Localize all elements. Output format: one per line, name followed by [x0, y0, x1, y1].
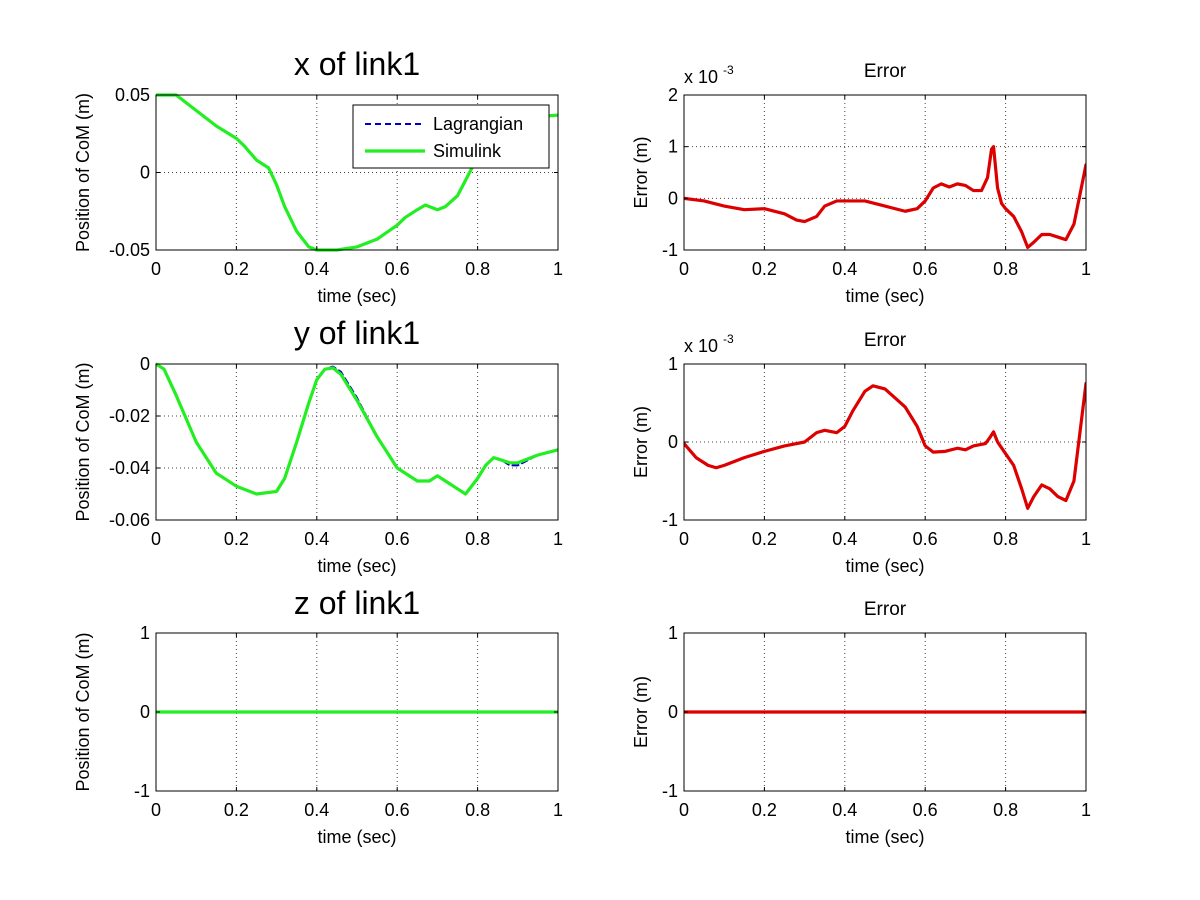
y-tick-label: -0.06: [109, 510, 150, 530]
series-line-error: [684, 381, 1086, 510]
x-tick-label: 0.6: [913, 529, 938, 549]
x-tick-label: 0.2: [752, 529, 777, 549]
x-tick-label: 1: [1081, 800, 1091, 820]
x-tick-label: 0.6: [913, 800, 938, 820]
y-axis-label: Error (m): [631, 137, 651, 209]
x-tick-label: 0.8: [993, 800, 1018, 820]
x-axis-label: time (sec): [845, 556, 924, 576]
y-tick-label: -1: [662, 240, 678, 260]
axis-exponent-label: x 10: [684, 67, 718, 87]
x-axis-label: time (sec): [317, 556, 396, 576]
x-tick-label: 1: [1081, 529, 1091, 549]
chart-title: z of link1: [294, 585, 420, 621]
y-axis-label: Error (m): [631, 676, 651, 748]
x-tick-label: 1: [553, 259, 563, 279]
x-tick-label: 0: [679, 800, 689, 820]
y-tick-label: 1: [668, 623, 678, 643]
y-tick-label: -1: [662, 781, 678, 801]
x-tick-label: 0: [151, 259, 161, 279]
x-tick-label: 1: [553, 529, 563, 549]
x-tick-label: 0.2: [752, 259, 777, 279]
y-tick-label: 2: [668, 85, 678, 105]
x-axis-label: time (sec): [317, 827, 396, 847]
axis-exponent-power: -3: [723, 63, 734, 77]
x-tick-label: 0.4: [304, 529, 329, 549]
x-tick-label: 0.6: [385, 529, 410, 549]
x-tick-label: 0.4: [832, 800, 857, 820]
x-axis-label: time (sec): [845, 827, 924, 847]
x-tick-label: 0.6: [913, 259, 938, 279]
series-line-error: [684, 145, 1086, 250]
chart-title: x of link1: [294, 46, 420, 82]
legend: Lagrangian Simulink: [352, 104, 550, 169]
chart-title: y of link1: [294, 315, 420, 351]
x-tick-label: 0: [151, 529, 161, 549]
y-tick-label: 0: [140, 702, 150, 722]
x-tick-label: 0: [679, 259, 689, 279]
series-line-simulink: [156, 93, 558, 252]
chart-title: Error: [864, 330, 907, 351]
legend-box: [352, 104, 550, 169]
x-tick-label: 0.2: [224, 800, 249, 820]
y-axis-label: Position of CoM (m): [73, 93, 93, 252]
x-tick-label: 0.4: [832, 529, 857, 549]
y-tick-label: -1: [134, 781, 150, 801]
y-tick-label: 0: [140, 163, 150, 183]
chart-title: Error: [864, 599, 907, 620]
x-tick-label: 1: [1081, 259, 1091, 279]
y-tick-label: 0: [668, 702, 678, 722]
y-axis-label: Position of CoM (m): [73, 632, 93, 791]
x-tick-label: 0.8: [993, 529, 1018, 549]
y-axis-label: Position of CoM (m): [73, 362, 93, 521]
x-tick-label: 0.8: [993, 259, 1018, 279]
chart-title: Error: [864, 61, 907, 82]
series-line-simulink: [156, 362, 558, 496]
axes-box: [155, 363, 559, 521]
x-tick-label: 0.8: [465, 259, 490, 279]
legend-label-simulink: Simulink: [433, 141, 502, 161]
y-tick-label: 1: [668, 137, 678, 157]
x-tick-label: 1: [553, 800, 563, 820]
panel-y_link1: 0 0.2 0.4 0.6 0.8 1 -0.06 -0.04 -0.02 0 y of link1…: [73, 315, 563, 576]
x-axis-label: time (sec): [317, 286, 396, 306]
y-tick-label: 0.05: [115, 85, 150, 105]
y-tick-label: 1: [140, 623, 150, 643]
x-tick-label: 0.4: [832, 259, 857, 279]
axes-box: [683, 94, 1087, 251]
x-tick-label: 0.4: [304, 800, 329, 820]
x-tick-label: 0: [679, 529, 689, 549]
y-tick-label: 0: [140, 354, 150, 374]
legend-label-lagrangian: Lagrangian: [433, 114, 523, 134]
axis-exponent-power: -3: [723, 332, 734, 346]
y-tick-label: 0: [668, 188, 678, 208]
x-tick-label: 0.6: [385, 259, 410, 279]
axis-exponent-label: x 10: [684, 336, 718, 356]
x-tick-label: 0.4: [304, 259, 329, 279]
x-tick-label: 0.6: [385, 800, 410, 820]
x-tick-label: 0.8: [465, 800, 490, 820]
x-tick-label: 0.2: [752, 800, 777, 820]
y-tick-label: -0.02: [109, 406, 150, 426]
y-tick-label: 0: [668, 432, 678, 452]
y-tick-label: 1: [668, 354, 678, 374]
y-tick-label: -1: [662, 510, 678, 530]
x-axis-label: time (sec): [845, 286, 924, 306]
y-axis-label: Error (m): [631, 406, 651, 478]
y-tick-label: -0.05: [109, 240, 150, 260]
y-tick-label: -0.04: [109, 458, 150, 478]
x-tick-label: 0: [151, 800, 161, 820]
x-tick-label: 0.8: [465, 529, 490, 549]
x-tick-label: 0.2: [224, 259, 249, 279]
x-tick-label: 0.2: [224, 529, 249, 549]
